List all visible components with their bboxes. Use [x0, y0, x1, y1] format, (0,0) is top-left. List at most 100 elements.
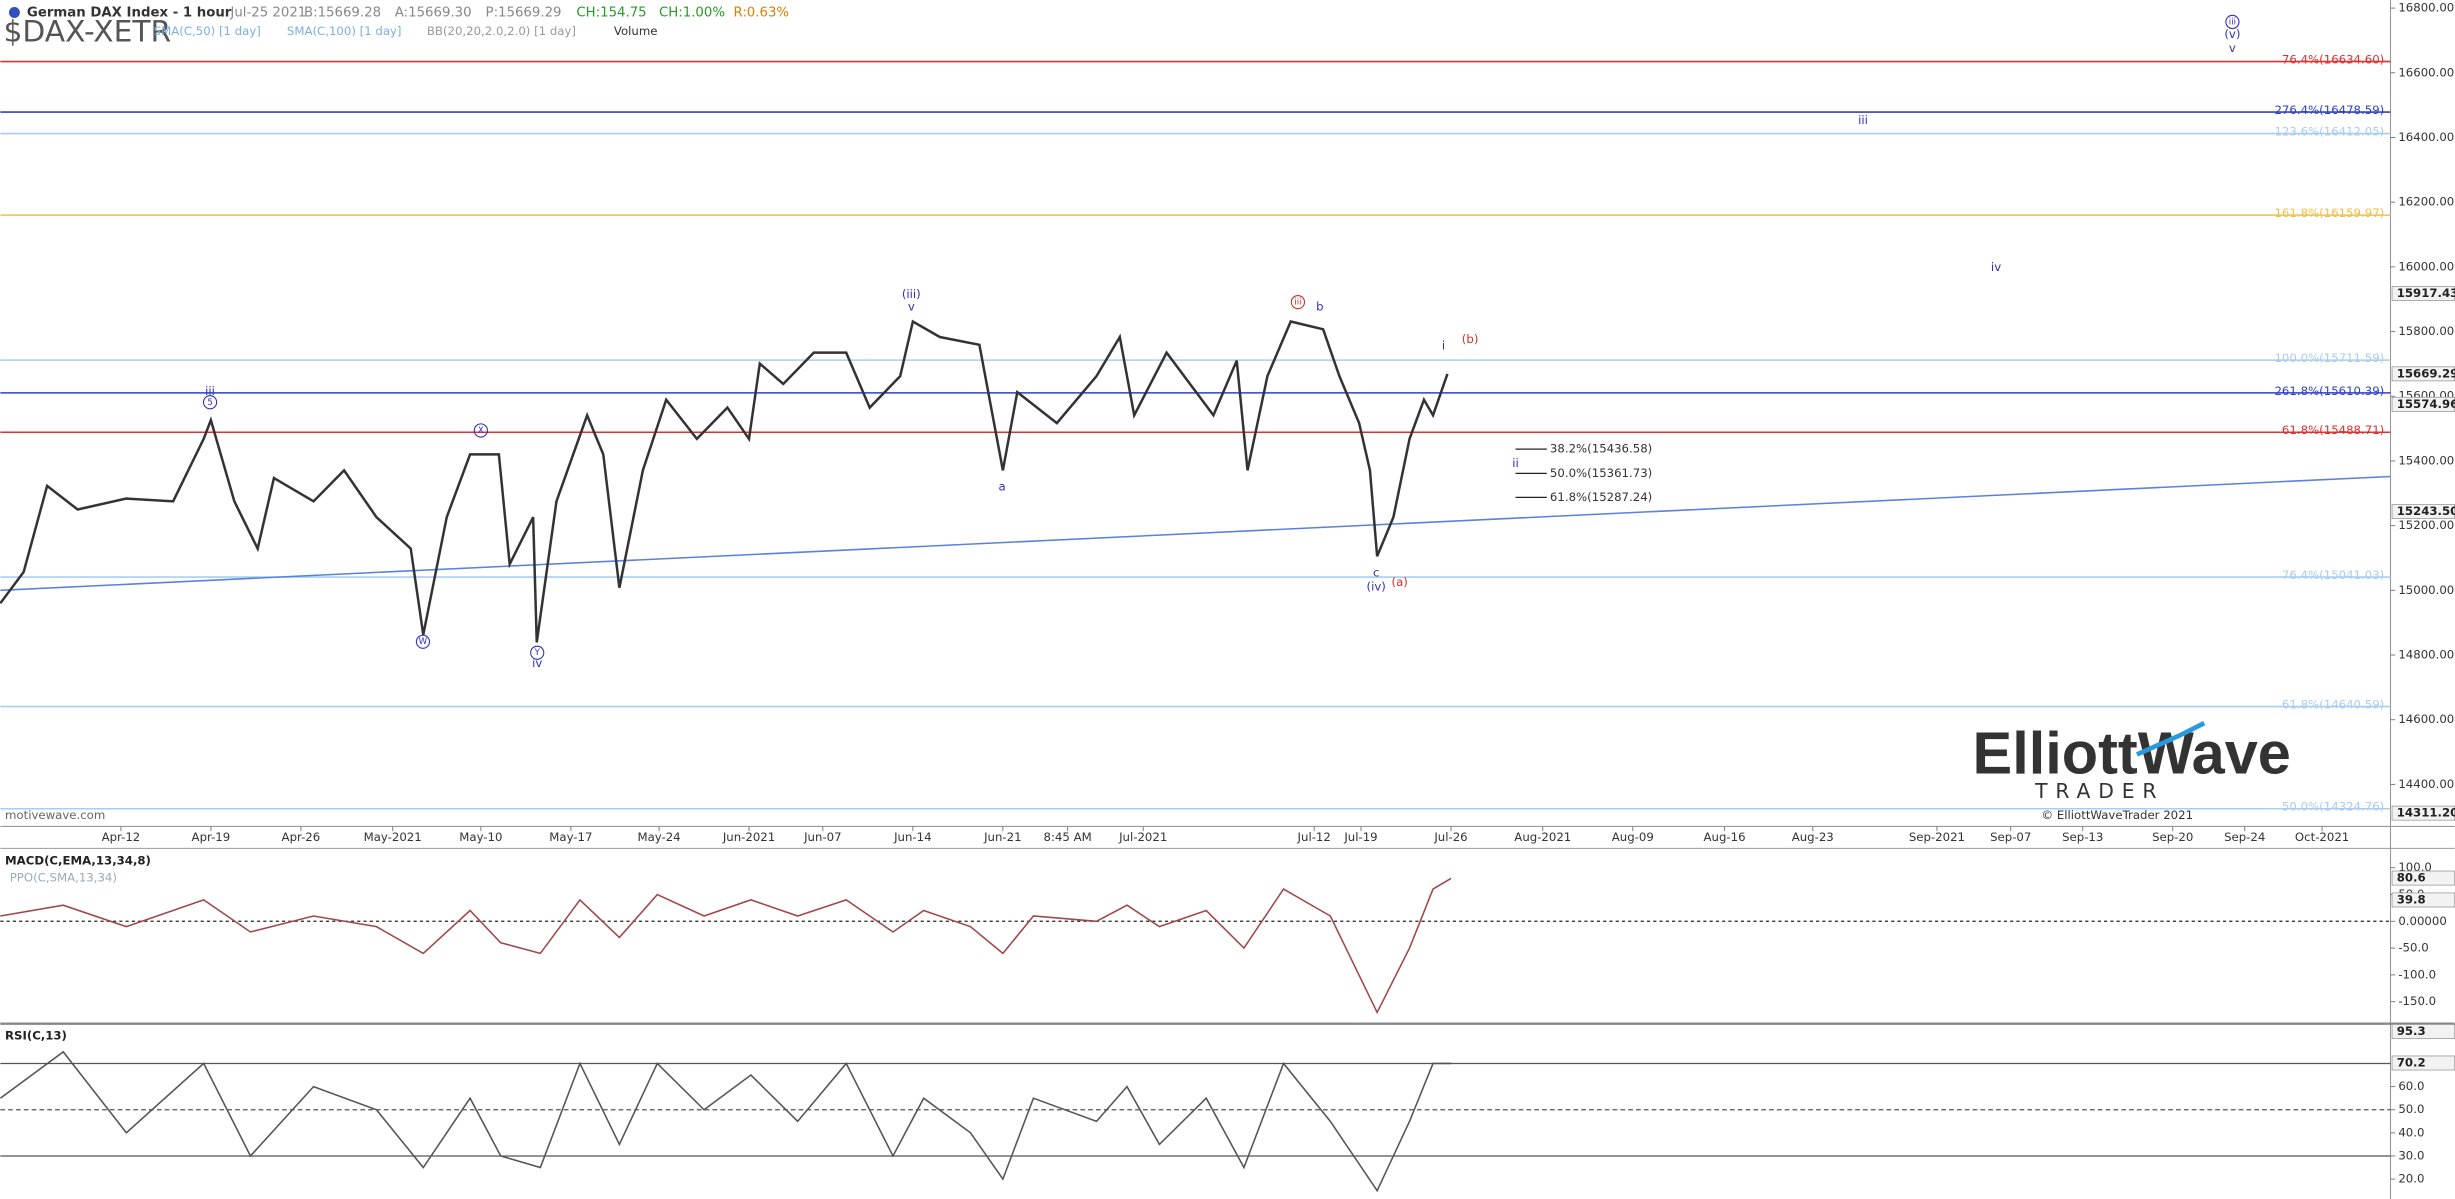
wave-label: X	[478, 426, 484, 436]
price-marker-label: 15243.50	[2397, 504, 2455, 518]
series-line	[0, 877, 1452, 1015]
wave-circle	[473, 423, 488, 438]
y-tick-label: 14400.00	[2398, 777, 2454, 791]
level-label: 76.4%(16634.60)	[2282, 53, 2384, 67]
y-tick-label: 16600.00	[2398, 65, 2454, 79]
wave-label: v	[908, 299, 915, 313]
y-tick-label: 20.0	[2398, 1172, 2424, 1186]
wave-circle	[202, 395, 218, 410]
y-tick-label: 15200.00	[2398, 518, 2454, 532]
panel-title: RSI(C,13)	[5, 1029, 67, 1043]
quote: P:15669.29	[486, 6, 562, 21]
x-tick-label: Jul-19	[1343, 830, 1377, 844]
x-tick-label: May-24	[637, 830, 680, 844]
x-tick-label: Apr-26	[282, 830, 321, 844]
wave-label: iii	[2229, 17, 2236, 27]
y-tick-label: 15400.00	[2398, 453, 2454, 467]
wave-label: ii	[1512, 456, 1519, 470]
level-label: 76.4%(15041.03)	[2282, 568, 2384, 582]
x-tick-label: Aug-23	[1792, 830, 1834, 844]
indicator: SMA(C,50) [1 day]	[154, 24, 261, 38]
level-label: 261.8%(15610.39)	[2274, 384, 2384, 398]
header-date: Jul-25 2021	[229, 6, 306, 21]
indicator: Volume	[614, 24, 658, 38]
x-tick-label: Apr-12	[102, 830, 141, 844]
x-tick-label: Jun-21	[983, 830, 1021, 844]
x-tick-label: Jun-2021	[722, 830, 775, 844]
wave-label: iii	[1858, 113, 1868, 127]
x-tick-label: Jun-07	[803, 830, 841, 844]
y-tick-label: -150.0	[2398, 994, 2436, 1008]
y-tick-label: 50.0	[2398, 1102, 2424, 1116]
price-marker-label: 15574.96	[2397, 397, 2455, 411]
wave-label: W	[419, 637, 428, 647]
x-tick-label: Sep-13	[2062, 830, 2103, 844]
header-title: German DAX Index - 1 hour	[27, 6, 232, 21]
wave-circle	[530, 645, 545, 660]
x-tick-label: Aug-09	[1612, 830, 1654, 844]
wave-label: iv	[1991, 260, 2001, 274]
x-tick-label: Jul-12	[1297, 830, 1331, 844]
x-tick-label: 8:45 AM	[1044, 830, 1092, 844]
trendline	[0, 475, 2391, 592]
panel-title: MACD(C,EMA,13,34,8)	[5, 853, 151, 867]
indicator: SMA(C,100) [1 day]	[287, 24, 402, 38]
y-tick-label: -100.0	[2398, 967, 2436, 981]
level-label: 161.8%(16159.97)	[2274, 206, 2384, 220]
retracement-label: 61.8%(15287.24)	[1550, 490, 1652, 504]
wave-label: b	[1316, 299, 1323, 313]
x-tick-label: Jun-14	[893, 830, 931, 844]
x-tick-label: Sep-2021	[1909, 830, 1965, 844]
retracement-label: 38.2%(15436.58)	[1550, 442, 1652, 456]
wave-label: (b)	[1462, 332, 1479, 346]
quote: A:15669.30	[395, 6, 472, 21]
y-tick-label: 14600.00	[2398, 712, 2454, 726]
retracement-label: 50.0%(15361.73)	[1550, 466, 1652, 480]
y-tick-label: 40.0	[2398, 1125, 2424, 1139]
y-tick-label: 16800.00	[2398, 1, 2454, 15]
wave-label: 5	[207, 398, 212, 408]
x-tick-label: Apr-19	[192, 830, 231, 844]
wave-label: (v)	[2224, 27, 2240, 41]
wave-label: Y	[534, 648, 541, 658]
wave-label: (a)	[1392, 575, 1408, 589]
icon	[8, 7, 20, 19]
y-tick-label: 60.0	[2398, 1079, 2424, 1093]
x-tick-label: Oct-2021	[2295, 830, 2349, 844]
y-tick-label: 15000.00	[2398, 583, 2454, 597]
x-tick-label: May-2021	[364, 830, 422, 844]
wave-label: i	[1442, 338, 1445, 352]
price-marker-label: 39.8	[2397, 892, 2426, 906]
x-tick-label: Aug-2021	[1514, 830, 1571, 844]
price-marker-label: 95.3	[2397, 1024, 2426, 1038]
price-marker-label: 15669.29	[2397, 366, 2455, 380]
logo: ElliottWave	[1973, 719, 2291, 786]
x-tick-label: May-10	[459, 830, 502, 844]
indicator: BB(20,20,2.0,2.0) [1 day]	[427, 24, 576, 38]
price-marker-label: 80.6	[2397, 871, 2426, 885]
level-label: 50.0%(14324.76)	[2282, 800, 2384, 814]
x-tick-label: Jul-26	[1433, 830, 1467, 844]
wave-circle	[415, 634, 431, 649]
level-label: 61.8%(15488.71)	[2282, 423, 2384, 437]
panel-subtitle: PPO(C,SMA,13,34)	[10, 871, 117, 885]
wave-label: (iv)	[1367, 579, 1386, 593]
wave-label: (iii)	[902, 287, 921, 301]
x-tick-label: Jul-2021	[1118, 830, 1167, 844]
series-line	[0, 1050, 1452, 1193]
wave-label: iii	[205, 384, 215, 398]
wave-label: c	[1373, 565, 1379, 579]
symbol: $DAX-XETR	[3, 14, 171, 49]
y-tick-label: 15800.00	[2398, 324, 2454, 338]
quote: R:0.63%	[733, 6, 789, 21]
price-marker-label: 15917.43	[2397, 286, 2455, 300]
quote: B:15669.28	[304, 6, 381, 21]
wave-label: iv	[532, 656, 542, 670]
level-label: 61.8%(14640.59)	[2282, 698, 2384, 712]
y-tick-label: 16000.00	[2398, 259, 2454, 273]
level-label: 123.6%(16412.05)	[2274, 125, 2384, 139]
level-label: 276.4%(16478.59)	[2274, 103, 2384, 117]
